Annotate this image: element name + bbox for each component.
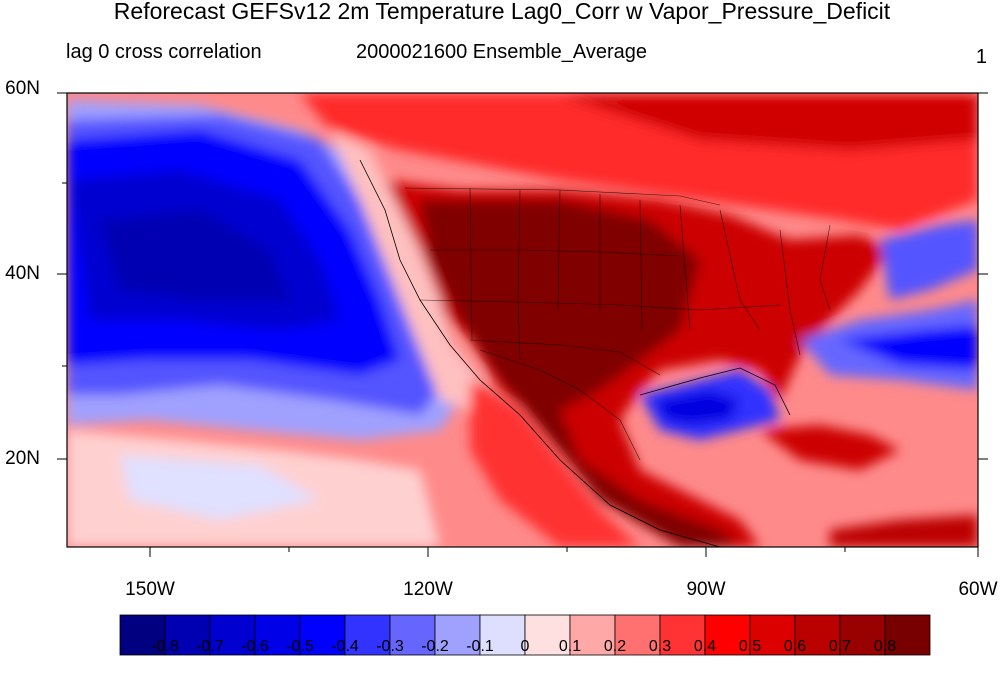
- colorbar-label: 0.3: [648, 638, 672, 655]
- colorbar-label: -0.2: [421, 638, 449, 655]
- colorbar-swatch: [209, 614, 256, 656]
- lon-label-150w: 150W: [125, 579, 175, 600]
- colorbar-label: -0.4: [331, 638, 359, 655]
- colorbar-swatch: [839, 614, 886, 656]
- map-frame: [66, 92, 979, 548]
- map-title: Reforecast GEFSv12 2m Temperature Lag0_C…: [113, 0, 891, 24]
- lon-label-90w: 90W: [686, 579, 726, 600]
- colorbar-swatch: [749, 614, 796, 656]
- colorbar-swatch: [389, 614, 436, 656]
- gulf-coastline: [639, 367, 791, 416]
- colorbar-label: 0.2: [603, 638, 627, 655]
- colorbar-label: -0.8: [151, 638, 179, 655]
- subtitle-center: 2000021600 Ensemble_Average: [356, 41, 647, 63]
- colorbar-label: 0: [520, 638, 530, 655]
- colorbar-swatch: [524, 614, 571, 656]
- colorbar-swatch: [344, 614, 391, 656]
- colorbar: [119, 614, 931, 656]
- lat-label-60n: 60N: [5, 78, 40, 99]
- colorbar-label: 0.1: [558, 638, 582, 655]
- colorbar-swatch: [884, 614, 931, 656]
- colorbar-swatch: [164, 614, 211, 656]
- lat-label-40n: 40N: [5, 263, 40, 284]
- lon-label-60w: 60W: [958, 579, 998, 600]
- colorbar-swatch: [614, 614, 661, 656]
- subtitle-left: lag 0 cross correlation: [66, 41, 262, 63]
- colorbar-label: 0.8: [873, 638, 897, 655]
- colorbar-label: 0.5: [738, 638, 762, 655]
- colorbar-label: 0.7: [828, 638, 852, 655]
- map-area: [67, 93, 978, 547]
- colorbar-label: 0.4: [693, 638, 717, 655]
- colorbar-swatch: [659, 614, 706, 656]
- subtitle-right: 1: [975, 46, 987, 68]
- colorbar-swatch: [119, 614, 166, 656]
- lat-label-20n: 20N: [5, 448, 40, 469]
- colorbar-swatch: [794, 614, 841, 656]
- colorbar-label: -0.6: [241, 638, 269, 655]
- lon-label-120w: 120W: [403, 579, 453, 600]
- colorbar-label: -0.1: [466, 638, 494, 655]
- colorbar-label: -0.5: [286, 638, 314, 655]
- colorbar-label: 0.6: [783, 638, 807, 655]
- axis-ticks: [57, 92, 988, 557]
- pacific-coastline: [359, 159, 721, 547]
- colorbar-label: -0.7: [196, 638, 224, 655]
- boundaries: [404, 187, 831, 461]
- colorbar-label: -0.3: [376, 638, 404, 655]
